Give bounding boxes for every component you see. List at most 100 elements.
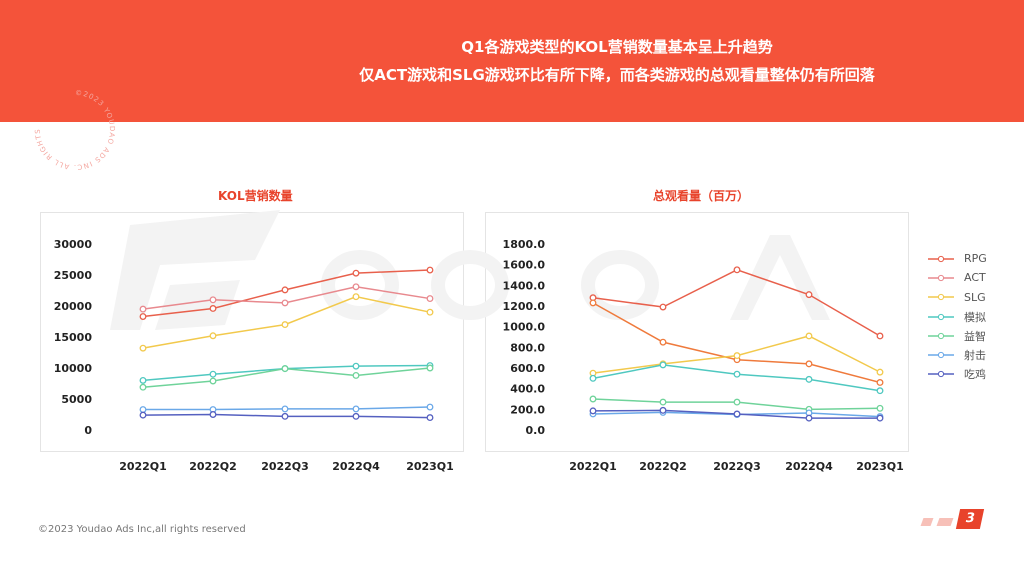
y-tick-label: 1200.0 bbox=[503, 300, 546, 313]
y-tick-label: 10000 bbox=[54, 362, 93, 375]
legend-item[interactable]: ACT bbox=[928, 268, 987, 287]
data-point-射击 bbox=[281, 405, 289, 413]
data-point-模拟 bbox=[876, 387, 884, 395]
x-tick-label: 2022Q2 bbox=[189, 460, 237, 473]
x-tick-label: 2022Q4 bbox=[785, 460, 833, 473]
data-point-ACT bbox=[659, 338, 667, 346]
data-point-SLG bbox=[426, 308, 434, 316]
y-tick-label: 5000 bbox=[61, 393, 92, 406]
data-point-益智 bbox=[352, 371, 360, 379]
data-point-RPG bbox=[209, 305, 217, 312]
legend-label: SLG bbox=[964, 290, 986, 304]
footer-copyright: ©2023 Youdao Ads Inc,all rights reserved bbox=[38, 524, 246, 535]
data-point-RPG bbox=[139, 313, 147, 320]
legend-marker-icon bbox=[928, 332, 954, 339]
data-point-吃鸡 bbox=[876, 414, 884, 422]
data-point-吃鸡 bbox=[426, 414, 434, 422]
legend-marker-icon bbox=[928, 313, 954, 320]
data-point-射击 bbox=[426, 403, 434, 411]
data-point-益智 bbox=[426, 364, 434, 372]
y-tick-label: 25000 bbox=[54, 269, 93, 282]
y-tick-label: 20000 bbox=[54, 300, 93, 313]
y-tick-label: 400.0 bbox=[510, 383, 545, 396]
legend-item[interactable]: 射击 bbox=[928, 345, 987, 364]
data-point-模拟 bbox=[352, 362, 360, 370]
data-point-ACT bbox=[281, 299, 289, 307]
y-tick-label: 1000.0 bbox=[503, 321, 546, 334]
data-point-吃鸡 bbox=[209, 411, 217, 418]
data-point-RPG bbox=[426, 266, 434, 274]
data-point-射击 bbox=[352, 405, 360, 413]
data-point-吃鸡 bbox=[659, 406, 667, 414]
data-point-ACT bbox=[352, 283, 360, 291]
x-tick-label: 2022Q1 bbox=[119, 460, 167, 473]
legend-marker-icon bbox=[928, 371, 954, 378]
legend-item[interactable]: SLG bbox=[928, 288, 987, 307]
data-point-吃鸡 bbox=[352, 412, 360, 420]
legend-marker-icon bbox=[928, 294, 954, 301]
y-tick-label: 200.0 bbox=[510, 403, 545, 416]
data-point-益智 bbox=[733, 398, 741, 406]
legend-marker-icon bbox=[928, 255, 954, 262]
data-point-SLG bbox=[352, 293, 360, 301]
y-tick-label: 1800.0 bbox=[503, 238, 546, 251]
page-number: 3 bbox=[955, 509, 985, 529]
data-point-吃鸡 bbox=[281, 412, 289, 420]
legend-label: 模拟 bbox=[964, 310, 986, 324]
views-chart-panel bbox=[485, 212, 909, 452]
data-point-射击 bbox=[139, 406, 147, 413]
watermark-logo bbox=[110, 210, 830, 330]
y-tick-label: 1400.0 bbox=[503, 279, 546, 292]
data-point-益智 bbox=[589, 395, 597, 403]
x-tick-label: 2022Q2 bbox=[639, 460, 687, 473]
data-point-益智 bbox=[281, 365, 289, 373]
data-point-益智 bbox=[139, 383, 147, 391]
data-point-益智 bbox=[659, 398, 667, 406]
data-point-模拟 bbox=[139, 376, 147, 384]
copyright-seal: ©2023 YOUDAO ADS INC. ALL RIGHTS bbox=[34, 89, 115, 171]
x-tick-label: 2022Q4 bbox=[332, 460, 380, 473]
data-point-RPG bbox=[281, 286, 289, 294]
x-tick-label: 2022Q3 bbox=[713, 460, 761, 473]
data-point-SLG bbox=[876, 368, 884, 376]
data-point-SLG bbox=[805, 332, 813, 340]
header-banner: Q1各游戏类型的KOL营销数量基本呈上升趋势 仅ACT游戏和SLG游戏环比有所下… bbox=[0, 0, 1024, 122]
data-point-SLG bbox=[139, 344, 147, 352]
headline-1: Q1各游戏类型的KOL营销数量基本呈上升趋势 bbox=[461, 38, 773, 56]
legend-label: 吃鸡 bbox=[964, 368, 986, 382]
legend-marker-icon bbox=[928, 352, 954, 359]
data-point-ACT bbox=[209, 296, 217, 304]
data-point-ACT bbox=[426, 295, 434, 303]
data-point-SLG bbox=[733, 352, 741, 360]
data-point-RPG bbox=[352, 269, 360, 277]
data-point-模拟 bbox=[805, 375, 813, 383]
data-point-模拟 bbox=[209, 370, 217, 378]
legend: RPG ACT SLG 模拟益智射击吃鸡 bbox=[928, 249, 987, 384]
y-tick-label: 800.0 bbox=[510, 341, 545, 354]
data-point-SLG bbox=[281, 321, 289, 329]
legend-label: ACT bbox=[964, 271, 986, 285]
decor-dash bbox=[936, 518, 954, 526]
data-point-益智 bbox=[876, 404, 884, 412]
legend-item[interactable]: 吃鸡 bbox=[928, 365, 987, 384]
data-point-吃鸡 bbox=[733, 410, 741, 418]
y-tick-label: 1600.0 bbox=[503, 259, 546, 272]
x-tick-label: 2023Q1 bbox=[406, 460, 454, 473]
data-point-吃鸡 bbox=[589, 407, 597, 415]
legend-label: 益智 bbox=[964, 329, 986, 343]
data-point-RPG bbox=[805, 291, 813, 299]
data-point-模拟 bbox=[589, 374, 597, 382]
y-tick-label: 30000 bbox=[54, 238, 93, 251]
legend-item[interactable]: RPG bbox=[928, 249, 987, 268]
x-tick-label: 2023Q1 bbox=[856, 460, 904, 473]
series-line-模拟 bbox=[592, 364, 881, 392]
data-point-RPG bbox=[659, 303, 667, 311]
x-tick-label: 2022Q3 bbox=[261, 460, 309, 473]
legend-item[interactable]: 模拟 bbox=[928, 307, 987, 326]
y-tick-label: 0 bbox=[84, 424, 92, 437]
data-point-吃鸡 bbox=[139, 411, 147, 419]
headline-2: 仅ACT游戏和SLG游戏环比有所下降，而各类游戏的总观看量整体仍有所回落 bbox=[359, 66, 875, 84]
legend-label: RPG bbox=[964, 252, 987, 266]
legend-item[interactable]: 益智 bbox=[928, 326, 987, 345]
legend-marker-icon bbox=[928, 274, 954, 282]
